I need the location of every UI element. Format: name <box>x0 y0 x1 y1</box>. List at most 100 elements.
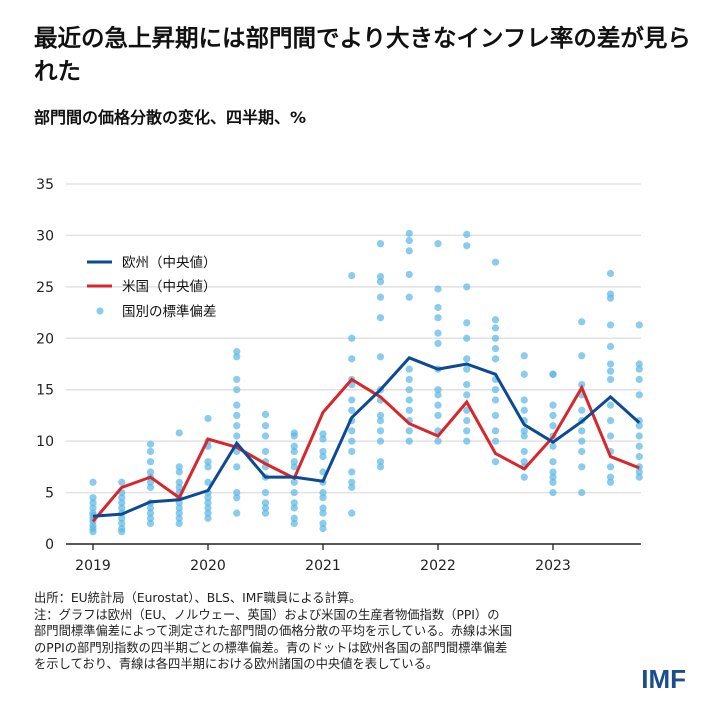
country-std-dot <box>463 230 471 238</box>
country-std-dot <box>146 468 155 476</box>
imf-logo: IMF <box>641 664 686 694</box>
country-std-dot <box>319 504 327 512</box>
country-std-dot <box>319 452 327 461</box>
x-tick-label: 2023 <box>535 558 571 574</box>
country-std-dot <box>89 504 97 512</box>
country-std-dot <box>434 329 442 337</box>
country-std-dot <box>261 499 270 507</box>
country-std-dot <box>578 318 586 326</box>
note-line: を示しており、青線は各四半期における欧州諸国の中央値を表している。 <box>34 657 439 671</box>
country-std-dot <box>606 478 615 486</box>
country-std-dot <box>606 269 615 278</box>
country-std-dot <box>118 478 126 486</box>
country-std-dot <box>89 499 97 507</box>
country-std-dot <box>578 406 586 414</box>
country-std-dot <box>434 240 442 248</box>
country-std-dot <box>463 416 471 425</box>
y-tick-label: 10 <box>36 434 54 450</box>
country-std-dot <box>491 355 500 363</box>
country-std-dot <box>376 353 385 361</box>
country-std-dot <box>233 494 241 502</box>
country-std-dot <box>261 447 270 456</box>
country-std-dot <box>290 463 298 471</box>
country-std-dot <box>491 316 500 324</box>
country-std-dot <box>175 468 183 476</box>
country-std-dot <box>405 229 413 237</box>
country-std-dot <box>233 432 241 440</box>
country-std-dot <box>405 386 413 394</box>
country-std-dot <box>520 370 528 378</box>
country-std-dot <box>290 442 298 450</box>
country-std-dot <box>261 432 270 440</box>
country-std-dot <box>319 430 327 438</box>
country-std-dot <box>606 360 615 368</box>
country-std-dot <box>549 458 557 466</box>
country-std-dot <box>434 285 442 293</box>
country-std-dot <box>376 314 385 322</box>
country-std-dot <box>204 499 212 507</box>
country-std-dot <box>376 437 385 445</box>
country-std-dot <box>118 504 126 512</box>
country-std-dot <box>491 396 500 404</box>
country-std-dot <box>319 488 327 497</box>
country-std-dot <box>463 365 471 373</box>
country-std-dot <box>405 236 413 245</box>
country-std-dot <box>405 437 413 445</box>
country-std-dot <box>635 442 643 450</box>
country-std-dot <box>405 247 413 255</box>
country-std-dot <box>290 499 298 507</box>
country-std-dot <box>146 514 155 522</box>
country-std-dot <box>376 416 385 425</box>
country-std-dot <box>146 483 155 492</box>
country-std-dot <box>89 478 97 486</box>
country-std-dot <box>491 458 500 466</box>
y-tick-label: 20 <box>36 331 54 347</box>
country-std-dot <box>606 342 615 351</box>
country-std-dot <box>146 478 155 486</box>
country-std-dot <box>520 396 528 404</box>
country-std-dot <box>233 348 241 356</box>
country-std-dot <box>405 270 413 279</box>
country-std-dot <box>520 427 528 435</box>
country-std-dot <box>175 514 183 522</box>
country-std-dot <box>463 427 471 435</box>
country-std-dot <box>434 339 442 348</box>
us-median-line <box>91 377 640 523</box>
country-std-dot <box>319 447 327 456</box>
country-std-dot <box>578 352 586 360</box>
country-std-dot <box>376 278 385 286</box>
country-std-dot <box>578 380 586 389</box>
note-line: のPPIの部門別指数の四半期ごとの標準偏差。青のドットは欧州各国の部門間標準偏差 <box>34 640 508 655</box>
country-std-dot <box>319 524 327 533</box>
country-std-dot <box>89 494 97 502</box>
country-std-dot <box>635 321 643 329</box>
country-std-dot <box>520 352 528 360</box>
country-std-dot <box>606 473 615 481</box>
country-std-dot <box>549 488 557 497</box>
country-std-dot <box>233 422 241 430</box>
x-tick-label: 2019 <box>75 558 111 574</box>
country-std-dot <box>290 488 298 497</box>
country-std-dot <box>290 514 298 522</box>
country-std-dot <box>348 447 356 456</box>
source-notes: 出所：EU統計局（Eurostat）、BLS、IMF職員による計算。 注：グラフ… <box>34 590 634 673</box>
country-std-dot <box>319 494 327 502</box>
country-std-dot <box>376 272 385 281</box>
country-std-dot <box>549 478 557 486</box>
country-std-dot <box>578 463 586 471</box>
country-std-dot <box>635 432 643 440</box>
country-std-dot <box>89 528 97 536</box>
country-std-dot <box>549 422 557 430</box>
country-std-dot <box>118 514 126 522</box>
country-std-dot <box>520 406 528 414</box>
country-std-dot <box>204 509 212 517</box>
country-std-dot <box>434 401 442 409</box>
country-std-dot <box>463 242 471 250</box>
country-std-dot <box>376 240 385 248</box>
country-std-dot <box>290 519 298 528</box>
country-std-dot <box>606 401 615 409</box>
country-std-dot <box>463 283 471 291</box>
country-std-dot <box>405 406 413 414</box>
country-std-dot <box>405 365 413 373</box>
